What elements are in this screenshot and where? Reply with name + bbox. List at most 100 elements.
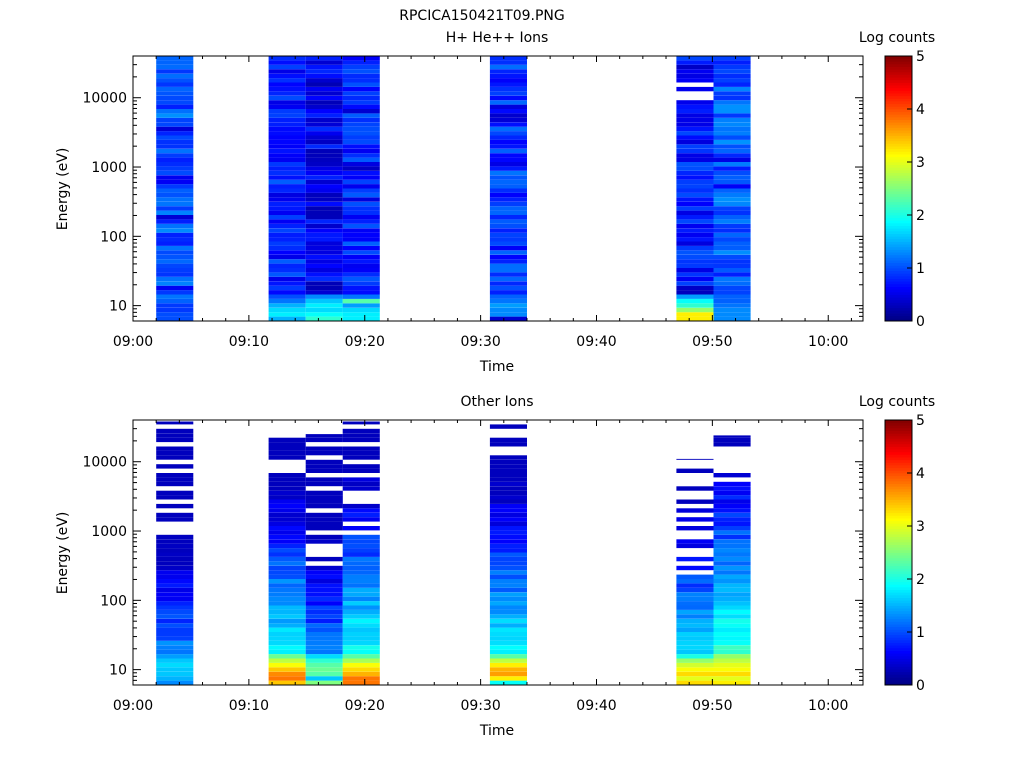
heatmap-cell xyxy=(268,241,306,246)
heatmap-cell xyxy=(268,495,306,500)
heatmap-cell xyxy=(342,73,380,79)
colorbar-step xyxy=(885,119,912,123)
heatmap-cell xyxy=(305,139,343,145)
heatmap-cell xyxy=(489,276,527,282)
heatmap-cell xyxy=(676,206,714,211)
heatmap-cell xyxy=(342,223,380,229)
heatmap-cell xyxy=(342,556,380,562)
heatmap-cell xyxy=(489,623,527,628)
heatmap-cell xyxy=(268,570,306,575)
heatmap-cell xyxy=(156,60,194,65)
heatmap-cell xyxy=(305,636,343,641)
heatmap-cell xyxy=(713,117,751,123)
heatmap-cell xyxy=(489,113,527,118)
heatmap-cell xyxy=(713,548,751,553)
heatmap-cell xyxy=(342,153,380,158)
heatmap-cell xyxy=(489,543,527,549)
colorbar-step xyxy=(885,647,912,651)
heatmap-cell xyxy=(268,263,306,268)
heatmap-cell xyxy=(489,206,527,211)
colorbar-step xyxy=(885,459,912,463)
heatmap-cell xyxy=(342,162,380,167)
heatmap-cell xyxy=(342,197,380,202)
heatmap-cell xyxy=(489,521,527,526)
colorbar-step xyxy=(885,172,912,176)
heatmap-cell xyxy=(713,254,751,260)
heatmap-cell xyxy=(713,153,751,158)
heatmap-cell xyxy=(342,175,380,180)
heatmap-cell xyxy=(676,60,714,65)
heatmap-cell xyxy=(305,144,343,149)
colorbar-step xyxy=(885,605,912,609)
heatmap-cell xyxy=(342,676,380,681)
heatmap-cell xyxy=(156,517,194,522)
colorbar-step xyxy=(885,677,912,681)
heatmap-cell xyxy=(676,605,714,610)
heatmap-cell xyxy=(305,662,343,668)
heatmap-cell xyxy=(305,82,343,87)
heatmap-cell xyxy=(676,676,714,681)
colorbar-step xyxy=(885,132,912,136)
heatmap-cell xyxy=(305,206,343,211)
heatmap-cell xyxy=(489,135,527,140)
heatmap-cell xyxy=(713,539,751,544)
colorbar-step xyxy=(885,183,912,187)
heatmap-cell xyxy=(268,201,306,207)
heatmap-cell xyxy=(676,232,714,238)
panel-2-ylabel: Energy (eV) xyxy=(55,512,71,595)
heatmap-cell xyxy=(489,556,527,562)
heatmap-cell xyxy=(676,117,714,123)
heatmap-cell xyxy=(342,649,380,655)
colorbar-step xyxy=(885,193,912,197)
colorbar-step xyxy=(885,549,912,553)
colorbar-step xyxy=(885,241,912,245)
heatmap-cell xyxy=(713,316,751,321)
panel-1-title: H+ He++ Ions xyxy=(446,30,549,46)
heatmap-cell xyxy=(713,73,751,79)
heatmap-cell xyxy=(342,117,380,123)
heatmap-cell xyxy=(268,587,306,593)
heatmap-cell xyxy=(713,517,751,522)
heatmap-cell xyxy=(268,534,306,540)
panel-2-xlabel: Time xyxy=(479,723,514,739)
heatmap-cell xyxy=(342,632,380,637)
heatmap-cell xyxy=(268,175,306,180)
heatmap-cell xyxy=(713,69,751,74)
heatmap-cell xyxy=(676,623,714,628)
heatmap-cell xyxy=(268,530,306,535)
heatmap-cell xyxy=(268,179,306,185)
colorbar-step xyxy=(885,56,912,60)
heatmap-cell xyxy=(342,671,380,677)
y-tick-label: 1000 xyxy=(91,160,127,176)
heatmap-cell xyxy=(342,201,380,207)
heatmap-cell xyxy=(676,122,714,127)
heatmap-cell xyxy=(676,276,714,282)
heatmap-cell xyxy=(156,592,194,597)
heatmap-cell xyxy=(713,166,751,171)
x-tick-label: 09:30 xyxy=(460,334,500,350)
colorbar-step xyxy=(885,608,912,612)
heatmap-cell xyxy=(342,583,380,588)
heatmap-cell xyxy=(156,446,194,451)
colorbar-step xyxy=(885,557,912,561)
heatmap-cell xyxy=(676,517,714,522)
heatmap-cell xyxy=(676,499,714,504)
colorbar-step xyxy=(885,101,912,105)
heatmap-cell xyxy=(156,272,194,277)
heatmap-cell xyxy=(342,481,380,487)
heatmap-cell xyxy=(342,464,380,469)
colorbar-step xyxy=(885,523,912,527)
x-tick-label: 10:00 xyxy=(808,698,848,714)
heatmap-cell xyxy=(156,166,194,171)
heatmap-cell xyxy=(156,135,194,140)
heatmap-cell xyxy=(342,662,380,668)
colorbar-step xyxy=(885,159,912,163)
heatmap-cell xyxy=(268,574,306,579)
colorbar-step xyxy=(885,66,912,70)
heatmap-cell xyxy=(156,605,194,610)
heatmap-cell xyxy=(489,437,527,443)
heatmap-cell xyxy=(156,587,194,593)
colorbar-step xyxy=(885,162,912,166)
heatmap-cell xyxy=(156,649,194,655)
heatmap-cell xyxy=(268,316,306,321)
